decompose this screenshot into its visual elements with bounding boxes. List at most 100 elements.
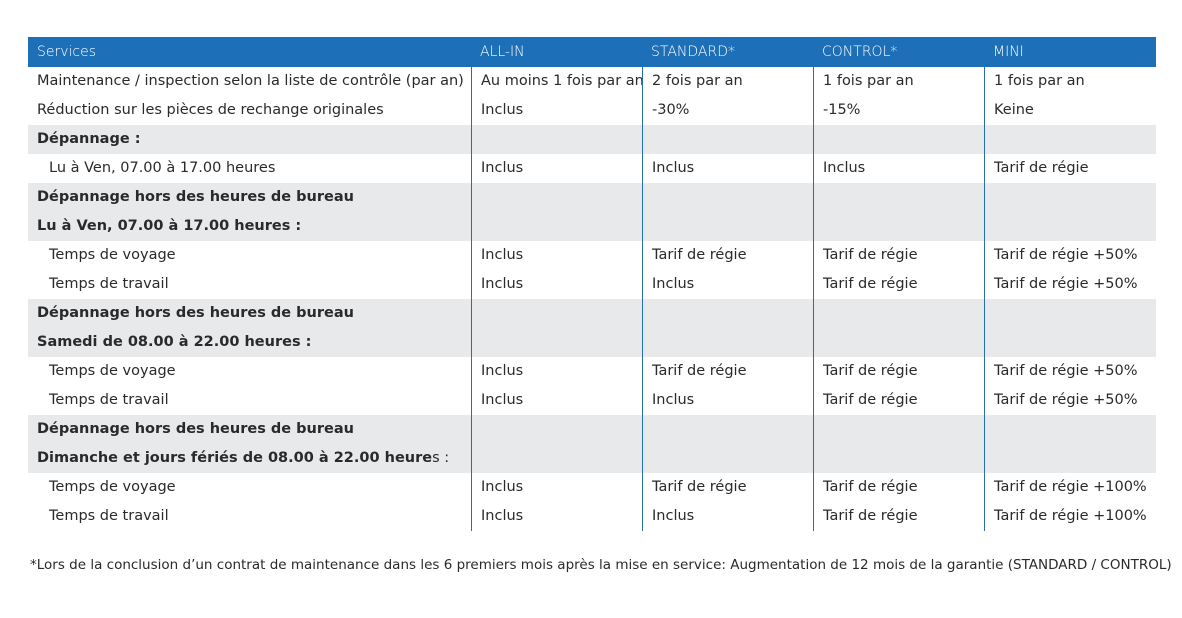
- cell-standard: Inclus: [642, 270, 813, 299]
- row-label: Samedi de 08.00 à 22.00 heures :: [37, 334, 312, 350]
- cell-standard: [642, 125, 813, 154]
- header-services: Services: [37, 44, 97, 60]
- cell-all-in: Inclus: [471, 154, 642, 183]
- cell-control: [813, 299, 984, 328]
- cell-all-in: Inclus: [471, 386, 642, 415]
- cell-mini: Tarif de régie: [984, 154, 1156, 183]
- row-label: Lu à Ven, 07.00 à 17.00 heures: [49, 160, 276, 176]
- row-label: Temps de voyage: [49, 479, 176, 495]
- header-mini: MINI: [993, 44, 1024, 60]
- cell-mini: Tarif de régie +100%: [984, 502, 1156, 531]
- header-control: CONTROL*: [822, 44, 898, 60]
- cell-all-in: Inclus: [471, 241, 642, 270]
- cell-mini: [984, 125, 1156, 154]
- table-row: Dépannage hors des heures de bureau: [28, 183, 1156, 212]
- cell-all-in: Au moins 1 fois par an: [471, 67, 642, 96]
- cell-standard: [642, 415, 813, 444]
- cell-control: -15%: [813, 96, 984, 125]
- cell-standard: [642, 212, 813, 241]
- cell-mini: Tarif de régie +50%: [984, 386, 1156, 415]
- cell-standard: [642, 444, 813, 473]
- table-row: Dimanche et jours fériés de 08.00 à 22.0…: [28, 444, 1156, 473]
- cell-standard: Inclus: [642, 502, 813, 531]
- cell-control: [813, 183, 984, 212]
- row-label: Temps de travail: [49, 392, 169, 408]
- table-row: Lu à Ven, 07.00 à 17.00 heures :: [28, 212, 1156, 241]
- cell-standard: Tarif de régie: [642, 241, 813, 270]
- cell-control: Tarif de régie: [813, 270, 984, 299]
- cell-standard: [642, 299, 813, 328]
- services-table: Services ALL-IN STANDARD* CONTROL* MINI …: [28, 37, 1156, 531]
- cell-mini: Keine: [984, 96, 1156, 125]
- cell-mini: [984, 444, 1156, 473]
- row-label: Temps de travail: [49, 508, 169, 524]
- table-row: Dépannage hors des heures de bureau: [28, 415, 1156, 444]
- cell-control: [813, 415, 984, 444]
- cell-standard: Tarif de régie: [642, 473, 813, 502]
- cell-mini: [984, 183, 1156, 212]
- table-row: Temps de voyage Inclus Tarif de régie Ta…: [28, 473, 1156, 502]
- table-row: Lu à Ven, 07.00 à 17.00 heures Inclus In…: [28, 154, 1156, 183]
- header-all-in: ALL-IN: [480, 44, 525, 60]
- cell-standard: 2 fois par an: [642, 67, 813, 96]
- cell-mini: Tarif de régie +100%: [984, 473, 1156, 502]
- header-standard: STANDARD*: [651, 44, 736, 60]
- row-label-text: Dimanche et jours fériés de 08.00 à 22.0…: [37, 450, 433, 466]
- cell-control: [813, 125, 984, 154]
- cell-all-in: Inclus: [471, 270, 642, 299]
- cell-standard: [642, 183, 813, 212]
- cell-all-in: [471, 212, 642, 241]
- row-label: Dépannage hors des heures de bureau: [37, 421, 354, 437]
- cell-control: Tarif de régie: [813, 357, 984, 386]
- row-label-suffix: s :: [432, 450, 450, 466]
- row-label: Lu à Ven, 07.00 à 17.00 heures :: [37, 218, 302, 234]
- table-row: Temps de travail Inclus Inclus Tarif de …: [28, 502, 1156, 531]
- cell-all-in: Inclus: [471, 96, 642, 125]
- table-row: Temps de travail Inclus Inclus Tarif de …: [28, 386, 1156, 415]
- cell-all-in: [471, 328, 642, 357]
- row-label: Réduction sur les pièces de rechange ori…: [37, 102, 384, 118]
- cell-mini: [984, 299, 1156, 328]
- cell-standard: Inclus: [642, 154, 813, 183]
- cell-all-in: [471, 415, 642, 444]
- cell-mini: [984, 328, 1156, 357]
- cell-control: [813, 328, 984, 357]
- row-label: Dimanche et jours fériés de 08.00 à 22.0…: [28, 444, 471, 473]
- cell-control: Tarif de régie: [813, 473, 984, 502]
- cell-mini: 1 fois par an: [984, 67, 1156, 96]
- cell-mini: Tarif de régie +50%: [984, 270, 1156, 299]
- row-label: Dépannage hors des heures de bureau: [37, 305, 354, 321]
- cell-all-in: Inclus: [471, 357, 642, 386]
- footnote: *Lors de la conclusion d’un contrat de m…: [30, 557, 1172, 573]
- cell-control: Tarif de régie: [813, 502, 984, 531]
- table-row: Temps de travail Inclus Inclus Tarif de …: [28, 270, 1156, 299]
- row-label: Dépannage hors des heures de bureau: [37, 189, 354, 205]
- cell-all-in: Inclus: [471, 502, 642, 531]
- cell-control: 1 fois par an: [813, 67, 984, 96]
- row-label: Temps de voyage: [49, 363, 176, 379]
- cell-control: Tarif de régie: [813, 386, 984, 415]
- cell-all-in: [471, 444, 642, 473]
- cell-control: Tarif de régie: [813, 241, 984, 270]
- cell-all-in: [471, 125, 642, 154]
- table-row: Réduction sur les pièces de rechange ori…: [28, 96, 1156, 125]
- row-label: Temps de voyage: [49, 247, 176, 263]
- cell-standard: Inclus: [642, 386, 813, 415]
- cell-mini: Tarif de régie +50%: [984, 357, 1156, 386]
- cell-mini: [984, 415, 1156, 444]
- cell-mini: Tarif de régie +50%: [984, 241, 1156, 270]
- row-label: Dépannage :: [37, 131, 141, 147]
- cell-standard: Tarif de régie: [642, 357, 813, 386]
- row-label: Temps de travail: [49, 276, 169, 292]
- table-row: Temps de voyage Inclus Tarif de régie Ta…: [28, 357, 1156, 386]
- cell-control: [813, 444, 984, 473]
- table-row: Maintenance / inspection selon la liste …: [28, 67, 1156, 96]
- cell-all-in: [471, 299, 642, 328]
- cell-all-in: Inclus: [471, 473, 642, 502]
- table-row: Dépannage :: [28, 125, 1156, 154]
- cell-standard: -30%: [642, 96, 813, 125]
- cell-standard: [642, 328, 813, 357]
- cell-all-in: [471, 183, 642, 212]
- cell-control: [813, 212, 984, 241]
- table-header: Services ALL-IN STANDARD* CONTROL* MINI: [28, 37, 1156, 67]
